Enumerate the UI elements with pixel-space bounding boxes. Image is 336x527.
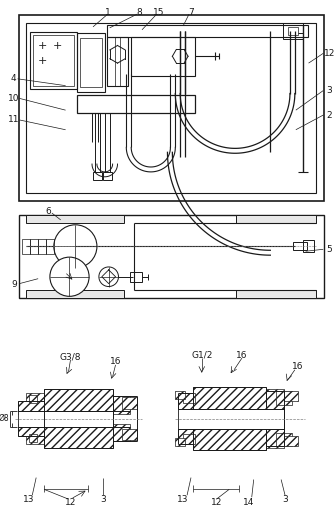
Text: +: + — [37, 56, 47, 66]
Bar — [27, 23, 317, 193]
Bar — [113, 396, 130, 414]
Bar — [193, 427, 266, 450]
Bar — [113, 424, 130, 441]
Bar — [17, 401, 44, 414]
Bar — [107, 37, 128, 86]
Bar — [38, 239, 46, 254]
Bar — [266, 389, 284, 411]
Text: G3/8: G3/8 — [60, 353, 81, 362]
Bar — [18, 215, 324, 298]
Text: 12: 12 — [211, 497, 222, 506]
Bar — [284, 436, 298, 446]
Text: 13: 13 — [177, 495, 189, 504]
Bar — [27, 290, 124, 298]
Text: 16: 16 — [236, 350, 248, 359]
Text: 1: 1 — [105, 8, 111, 17]
Bar — [27, 431, 44, 444]
Circle shape — [50, 257, 89, 296]
Text: 2: 2 — [326, 111, 332, 120]
Text: G1/2: G1/2 — [191, 350, 212, 359]
Text: +: + — [53, 42, 62, 52]
Bar — [183, 393, 195, 403]
Bar — [23, 239, 30, 254]
Text: 14: 14 — [243, 497, 254, 506]
Bar — [46, 239, 54, 254]
Circle shape — [99, 267, 119, 287]
Bar — [17, 411, 113, 427]
Text: 8: 8 — [136, 8, 142, 17]
Text: Ø8: Ø8 — [0, 414, 9, 423]
Bar — [44, 389, 113, 411]
Text: 13: 13 — [23, 495, 34, 504]
Bar — [107, 25, 307, 37]
Text: 5: 5 — [326, 245, 332, 254]
Bar — [27, 215, 124, 223]
Bar — [80, 37, 102, 86]
Bar — [17, 424, 44, 436]
Bar — [130, 272, 142, 281]
Bar — [293, 242, 307, 250]
Bar — [183, 434, 195, 444]
Bar — [193, 387, 266, 411]
Text: 7: 7 — [188, 8, 194, 17]
Bar — [30, 239, 38, 254]
Bar — [175, 438, 185, 446]
Bar — [103, 172, 112, 180]
Bar — [77, 95, 195, 113]
Text: 3: 3 — [326, 86, 332, 95]
Bar — [122, 428, 137, 441]
Bar — [131, 37, 195, 76]
Text: 11: 11 — [8, 115, 19, 124]
Bar — [284, 392, 298, 401]
Text: 16: 16 — [292, 363, 303, 372]
Bar — [122, 397, 137, 409]
Bar — [77, 33, 105, 92]
Bar — [178, 409, 284, 428]
Bar — [178, 428, 193, 444]
Bar — [29, 434, 37, 442]
Bar — [276, 433, 292, 446]
Bar — [288, 27, 298, 35]
Bar — [236, 215, 317, 223]
Text: 15: 15 — [153, 8, 164, 17]
Bar — [175, 392, 185, 399]
Text: 4: 4 — [11, 74, 16, 83]
Bar — [266, 427, 284, 448]
Text: 3: 3 — [100, 495, 106, 504]
Text: 12: 12 — [324, 49, 335, 58]
Bar — [30, 32, 77, 89]
Text: 12: 12 — [65, 497, 76, 506]
Bar — [236, 290, 317, 298]
Bar — [18, 15, 324, 201]
Bar — [44, 427, 113, 448]
Bar — [93, 172, 102, 180]
Bar — [283, 23, 303, 38]
Bar — [276, 392, 292, 405]
Text: 9: 9 — [12, 280, 17, 289]
Circle shape — [54, 225, 97, 268]
Bar — [29, 395, 37, 403]
Bar — [303, 240, 314, 252]
Text: 10: 10 — [8, 94, 19, 103]
Text: 16: 16 — [110, 357, 121, 366]
Bar — [27, 393, 44, 407]
Bar — [178, 393, 193, 409]
Text: 3: 3 — [282, 495, 288, 504]
Text: +: + — [37, 42, 47, 52]
Text: 6: 6 — [45, 207, 51, 216]
Bar — [33, 35, 74, 86]
